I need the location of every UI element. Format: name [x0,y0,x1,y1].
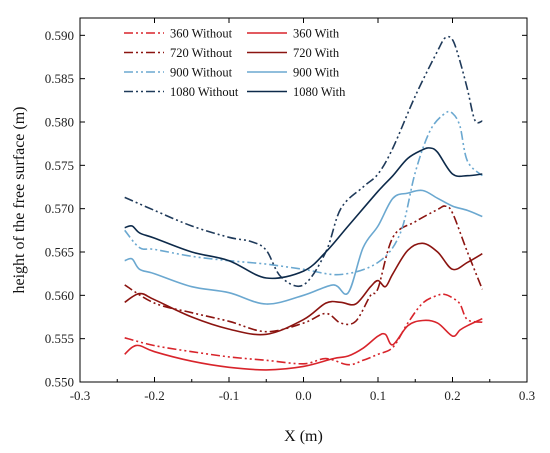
legend-label: 720 With [293,46,340,60]
y-tick-label: 0.575 [45,158,74,173]
series-line-1080-without [124,35,483,288]
y-axis-title: height of the free surface (m) [11,106,28,293]
series-layer [124,35,484,371]
series-line-900-without [124,110,483,276]
ticks-layer: -0.3 -0.2 -0.1 0.0 0.1 0.2 0.3 0.550 0.555 0.560 0… [45,18,535,403]
x-tick-label: 0.0 [295,388,311,403]
x-tick-label: -0.1 [219,388,240,403]
series-line-360-without [124,293,483,366]
legend-label: 360 Without [170,27,233,41]
legend-label: 900 Without [170,66,233,80]
x-tick-label: 0.1 [370,388,386,403]
series-line-900-with [124,189,483,305]
y-tick-label: 0.585 [45,71,74,86]
x-tick-label: -0.3 [70,388,91,403]
legend-label: 900 With [293,66,340,80]
y-tick-label: 0.550 [45,375,74,390]
y-tick-label: 0.570 [45,201,74,216]
series-line-1080-with [124,147,483,280]
x-axis-title: X (m) [284,428,323,445]
y-tick-label: 0.590 [45,28,74,43]
series-line-720-with [124,242,483,336]
legend-label: 360 With [293,27,340,41]
y-tick-label: 0.565 [45,245,74,260]
y-tick-label: 0.555 [45,331,74,346]
x-tick-label: -0.2 [144,388,165,403]
x-tick-label: 0.2 [444,388,460,403]
series-line-360-with [124,317,483,371]
legend-label: 1080 With [293,85,346,99]
y-tick-label: 0.580 [45,115,74,130]
legend: 360 Without 360 With 720 Without 720 With 90… [124,27,346,99]
series-line-720-without [124,205,484,333]
legend-label: 1080 Without [170,85,239,99]
x-tick-label: 0.3 [519,388,535,403]
legend-label: 720 Without [170,46,233,60]
y-tick-label: 0.560 [45,288,74,303]
